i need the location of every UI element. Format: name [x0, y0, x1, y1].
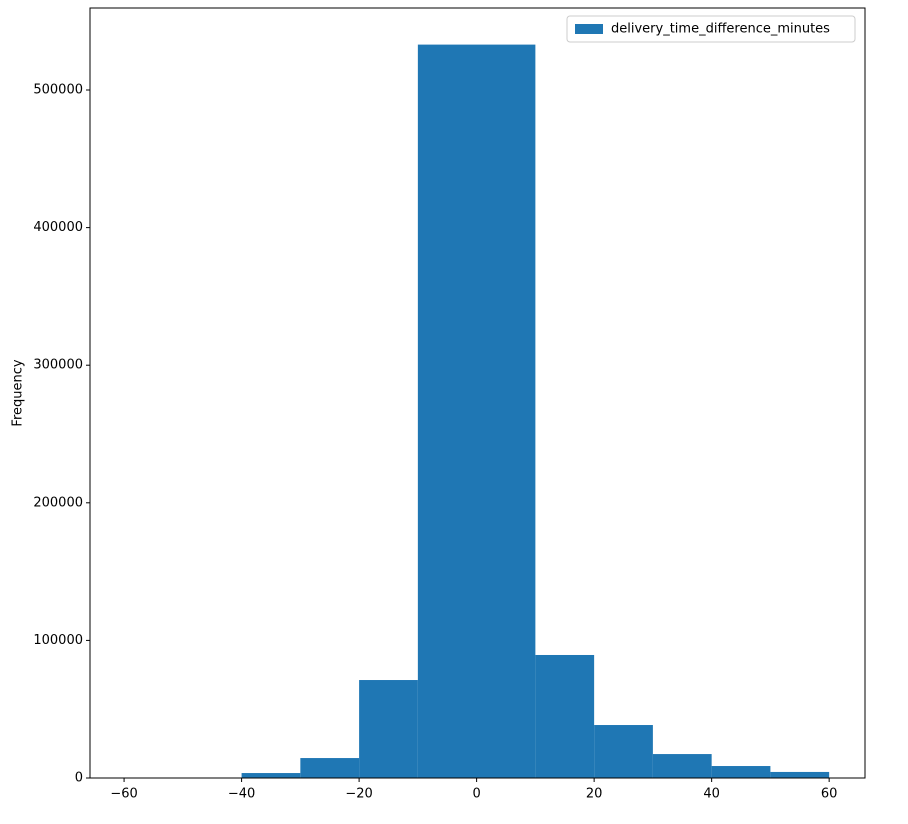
y-tick-label: 400000 — [33, 220, 83, 235]
legend-box — [566, 15, 856, 43]
y-tick-label: 500000 — [33, 83, 83, 98]
plot-frame — [89, 7, 866, 779]
x-tick-label: 60 — [821, 787, 838, 802]
y-tick-label: 100000 — [33, 633, 83, 648]
bar — [652, 754, 712, 778]
y-axis-label: Frequency — [11, 359, 26, 426]
x-tick-label: −60 — [110, 787, 137, 802]
bar — [711, 766, 771, 778]
y-tick-label: 300000 — [33, 358, 83, 373]
bar — [770, 771, 830, 778]
x-tick-label: 20 — [586, 787, 603, 802]
x-tick-label: −40 — [228, 787, 255, 802]
bar — [300, 758, 360, 778]
y-tick-label: 0 — [75, 771, 83, 786]
bar — [535, 654, 595, 778]
bar — [241, 773, 301, 778]
bar — [417, 44, 536, 779]
x-tick-label: 0 — [472, 787, 480, 802]
bar — [359, 680, 418, 778]
y-tick-label: 200000 — [33, 495, 83, 510]
x-tick-label: 40 — [703, 787, 720, 802]
legend-swatch — [575, 24, 603, 34]
x-tick-label: −20 — [345, 787, 372, 802]
bar — [594, 725, 653, 778]
legend-label: delivery_time_difference_minutes — [611, 22, 830, 37]
